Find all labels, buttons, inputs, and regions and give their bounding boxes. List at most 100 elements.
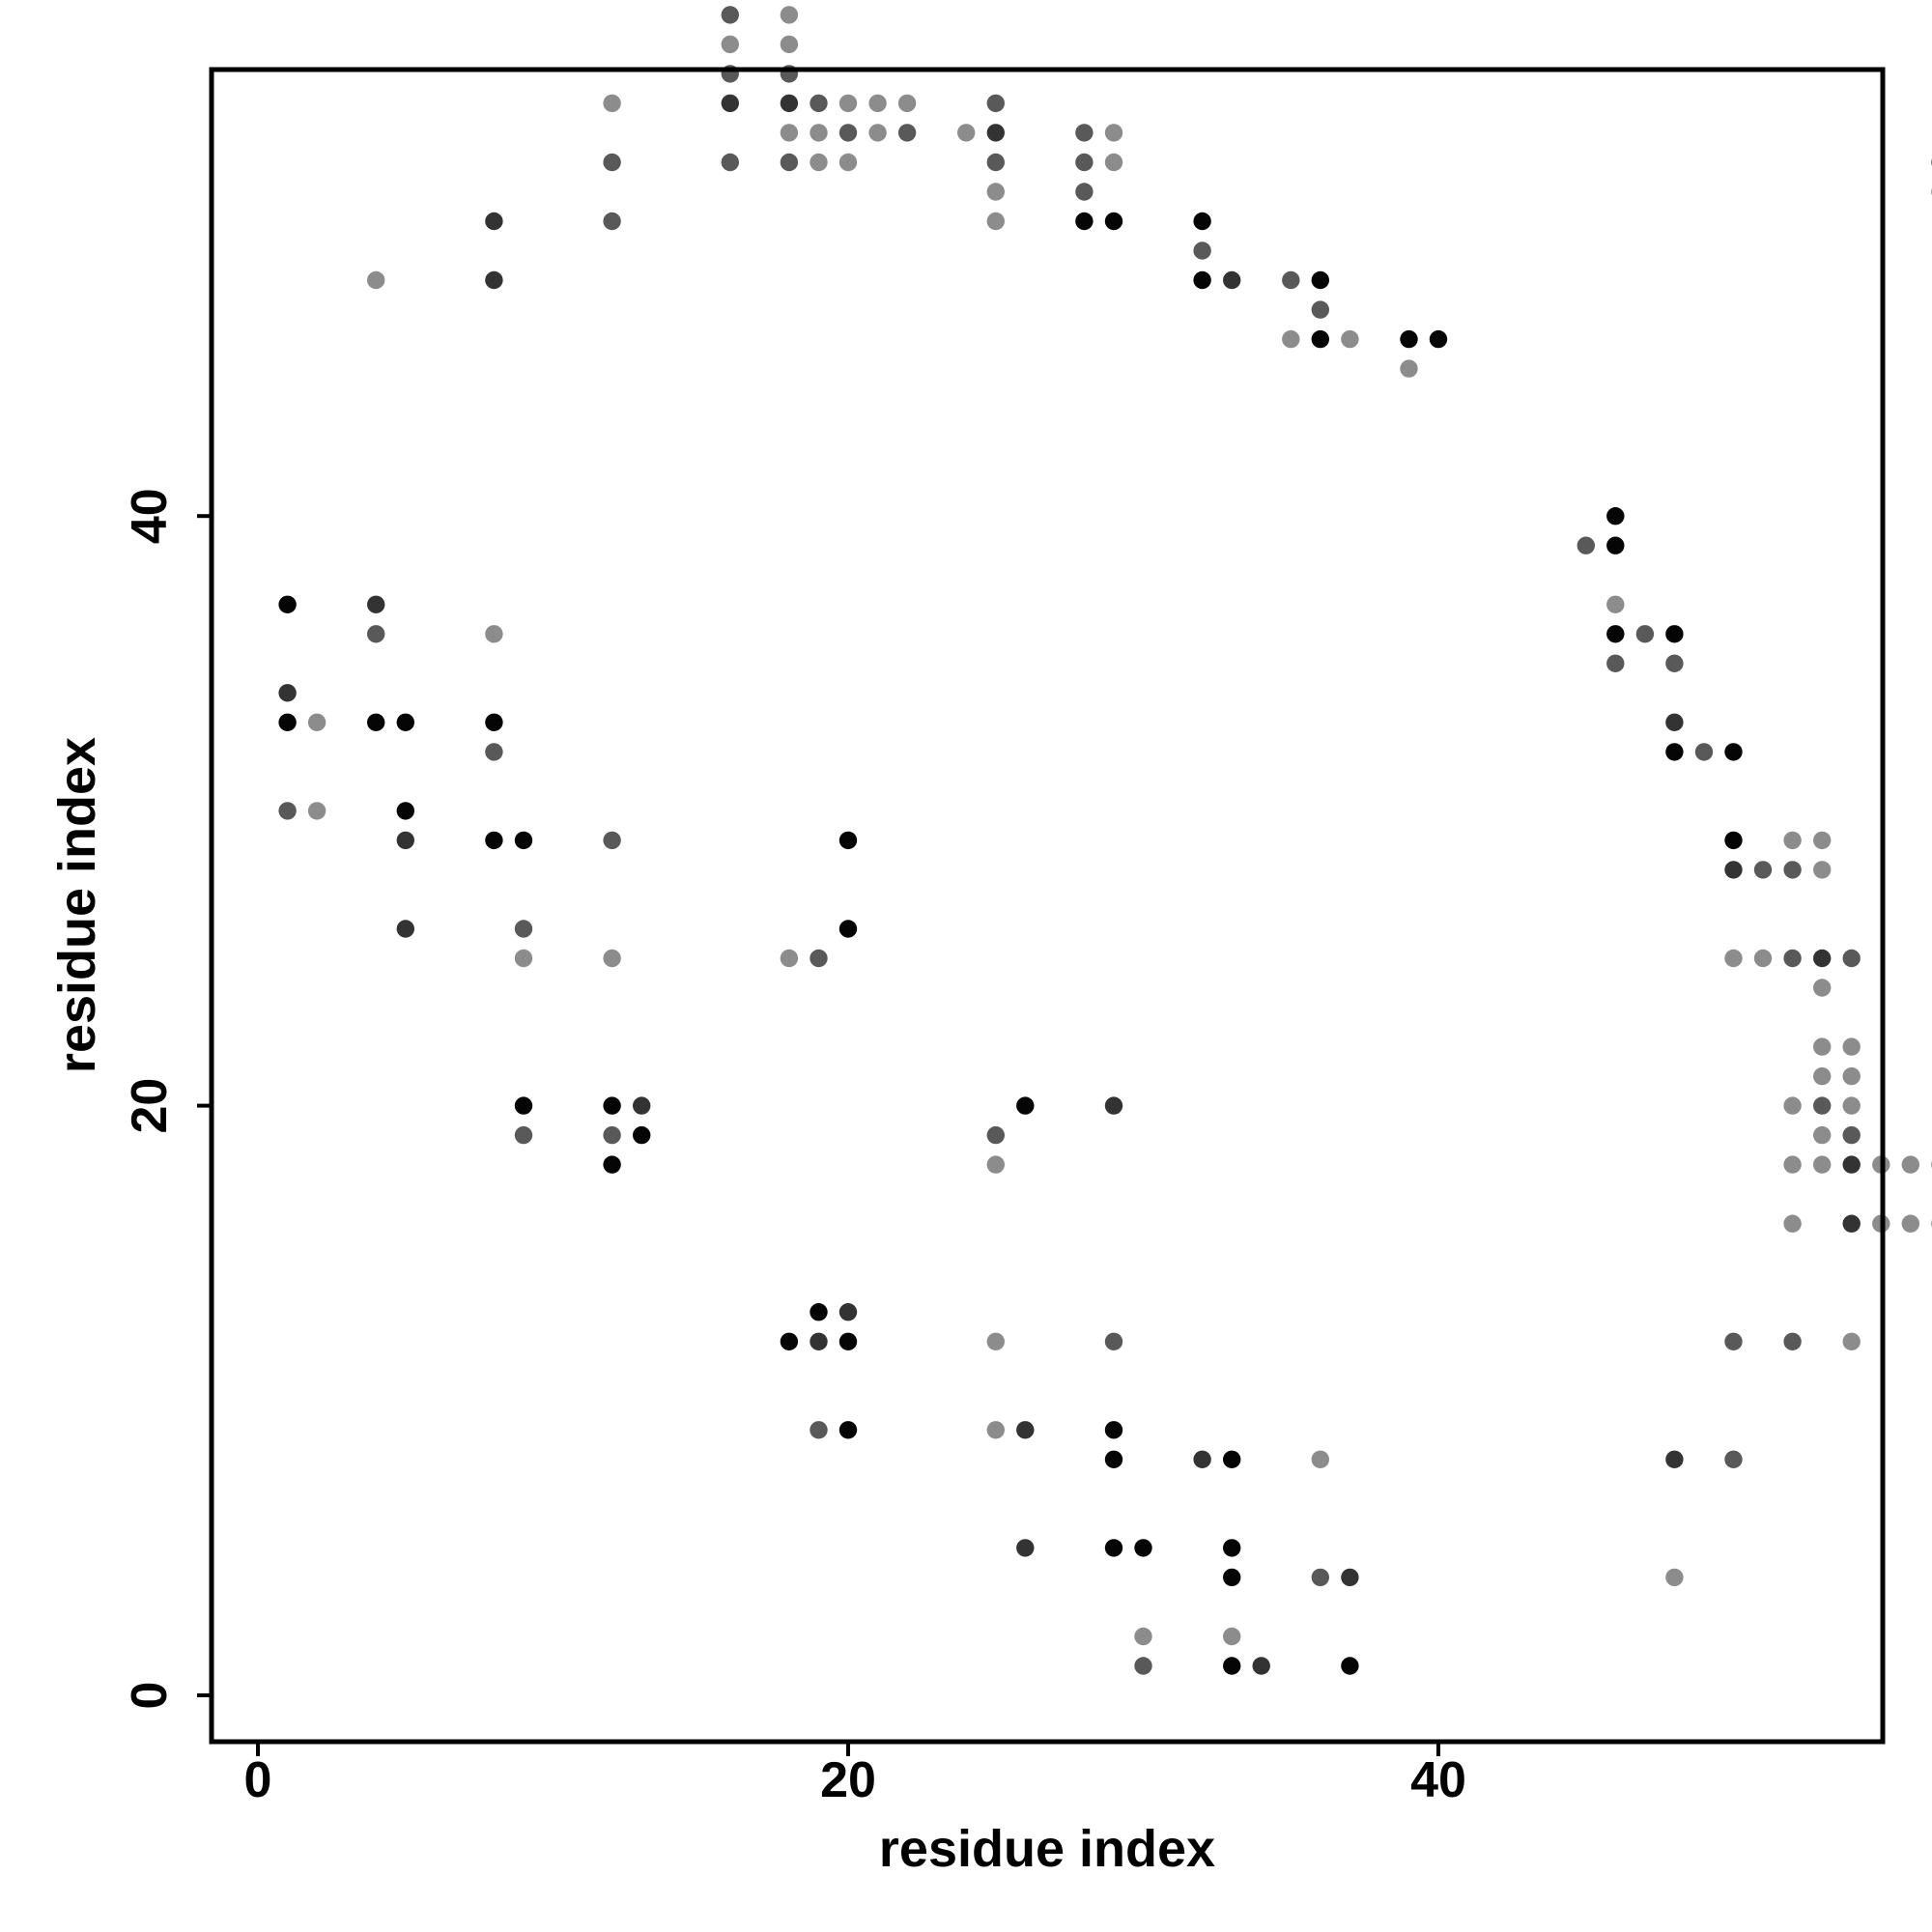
contact-point xyxy=(1665,625,1684,643)
contact-point xyxy=(633,1125,651,1145)
contact-point xyxy=(396,713,414,731)
contact-point xyxy=(1813,861,1832,879)
contact-point xyxy=(1282,329,1300,349)
contact-point xyxy=(1016,1539,1035,1557)
contact-point xyxy=(1901,1214,1920,1233)
contact-point xyxy=(1223,1568,1241,1587)
contact-point xyxy=(838,124,858,142)
contact-point xyxy=(1400,329,1418,349)
contact-point xyxy=(1783,1332,1802,1351)
contact-point xyxy=(1901,1155,1920,1174)
contact-point xyxy=(1813,979,1832,997)
contact-point xyxy=(1311,1568,1330,1587)
contact-point xyxy=(278,713,297,731)
contact-point xyxy=(1665,713,1684,731)
contact-point xyxy=(603,1125,621,1145)
contact-point xyxy=(1193,242,1211,260)
x-tick-label: 0 xyxy=(244,1752,272,1808)
contact-point xyxy=(1813,1066,1832,1086)
contact-point xyxy=(485,212,503,231)
contact-point xyxy=(838,153,858,172)
contact-point xyxy=(1842,1096,1861,1115)
contact-point xyxy=(1813,1096,1832,1115)
contact-point xyxy=(278,595,297,613)
contact-point xyxy=(1311,270,1330,290)
contact-point xyxy=(780,949,799,968)
contact-point xyxy=(1400,359,1418,378)
contact-point xyxy=(1223,1627,1241,1646)
y-tick-label: 20 xyxy=(122,1078,178,1134)
contact-point xyxy=(367,595,385,613)
contact-point xyxy=(1075,124,1094,142)
contact-point xyxy=(1104,124,1123,142)
contact-point xyxy=(1606,536,1625,554)
contact-point xyxy=(1813,949,1832,968)
contact-point xyxy=(1104,212,1123,231)
y-tick-label: 0 xyxy=(122,1682,178,1710)
contact-point xyxy=(1193,212,1211,231)
contact-point xyxy=(1223,1539,1241,1557)
contact-point xyxy=(1104,153,1123,172)
contact-point xyxy=(1223,270,1241,290)
contact-point xyxy=(307,802,327,820)
contact-point xyxy=(780,6,799,24)
contact-point xyxy=(367,713,385,731)
contact-point xyxy=(1282,270,1300,290)
contact-point xyxy=(1016,1096,1035,1115)
contact-point xyxy=(1753,949,1773,968)
contact-point xyxy=(1724,1332,1743,1351)
contact-point xyxy=(1606,654,1625,672)
contact-point xyxy=(307,713,327,731)
y-axis-title: residue index xyxy=(48,737,106,1073)
contact-point xyxy=(1783,949,1802,968)
contact-point xyxy=(1665,1450,1684,1469)
contact-point xyxy=(838,1332,858,1351)
contact-point xyxy=(986,183,1005,201)
plot-frame xyxy=(209,67,1886,1745)
contact-point xyxy=(1134,1539,1152,1557)
contact-point xyxy=(986,124,1005,142)
contact-point xyxy=(1193,270,1211,290)
contact-point xyxy=(603,94,621,113)
contact-point xyxy=(1724,861,1743,879)
contact-point xyxy=(514,949,533,968)
contact-point xyxy=(1635,625,1655,643)
contact-point xyxy=(1842,1066,1861,1086)
contact-point xyxy=(367,270,385,290)
contact-point xyxy=(396,831,414,850)
x-tick-label: 40 xyxy=(1410,1752,1466,1808)
contact-point xyxy=(1783,831,1802,850)
contact-point xyxy=(514,1125,533,1145)
contact-point xyxy=(1577,536,1596,554)
contact-point xyxy=(1341,329,1359,349)
contact-point xyxy=(485,713,503,731)
contact-point xyxy=(838,831,858,850)
contact-point xyxy=(1665,743,1684,761)
y-tick-label: 40 xyxy=(122,488,178,544)
contact-point xyxy=(603,212,621,231)
points-layer xyxy=(278,6,1932,1675)
contact-point xyxy=(721,153,739,172)
contact-point xyxy=(603,153,621,172)
contact-point xyxy=(485,270,503,290)
contact-point xyxy=(514,831,533,850)
contact-point xyxy=(897,124,917,142)
contact-point xyxy=(1842,1332,1861,1351)
contact-point xyxy=(986,1125,1005,1145)
contact-point xyxy=(780,153,799,172)
contact-point xyxy=(1223,1450,1241,1469)
contact-point xyxy=(1606,507,1625,526)
contact-point xyxy=(1665,1568,1684,1587)
contact-point xyxy=(780,1332,799,1351)
contact-point xyxy=(1813,831,1832,850)
contact-point xyxy=(485,831,503,850)
contact-point xyxy=(1665,654,1684,672)
contact-point xyxy=(367,625,385,643)
contact-point xyxy=(810,1303,828,1321)
x-axis-title: residue index xyxy=(879,1820,1215,1878)
contact-point xyxy=(986,212,1005,231)
contact-point xyxy=(810,1332,828,1351)
contact-point xyxy=(603,831,621,850)
contact-point xyxy=(1724,831,1743,850)
